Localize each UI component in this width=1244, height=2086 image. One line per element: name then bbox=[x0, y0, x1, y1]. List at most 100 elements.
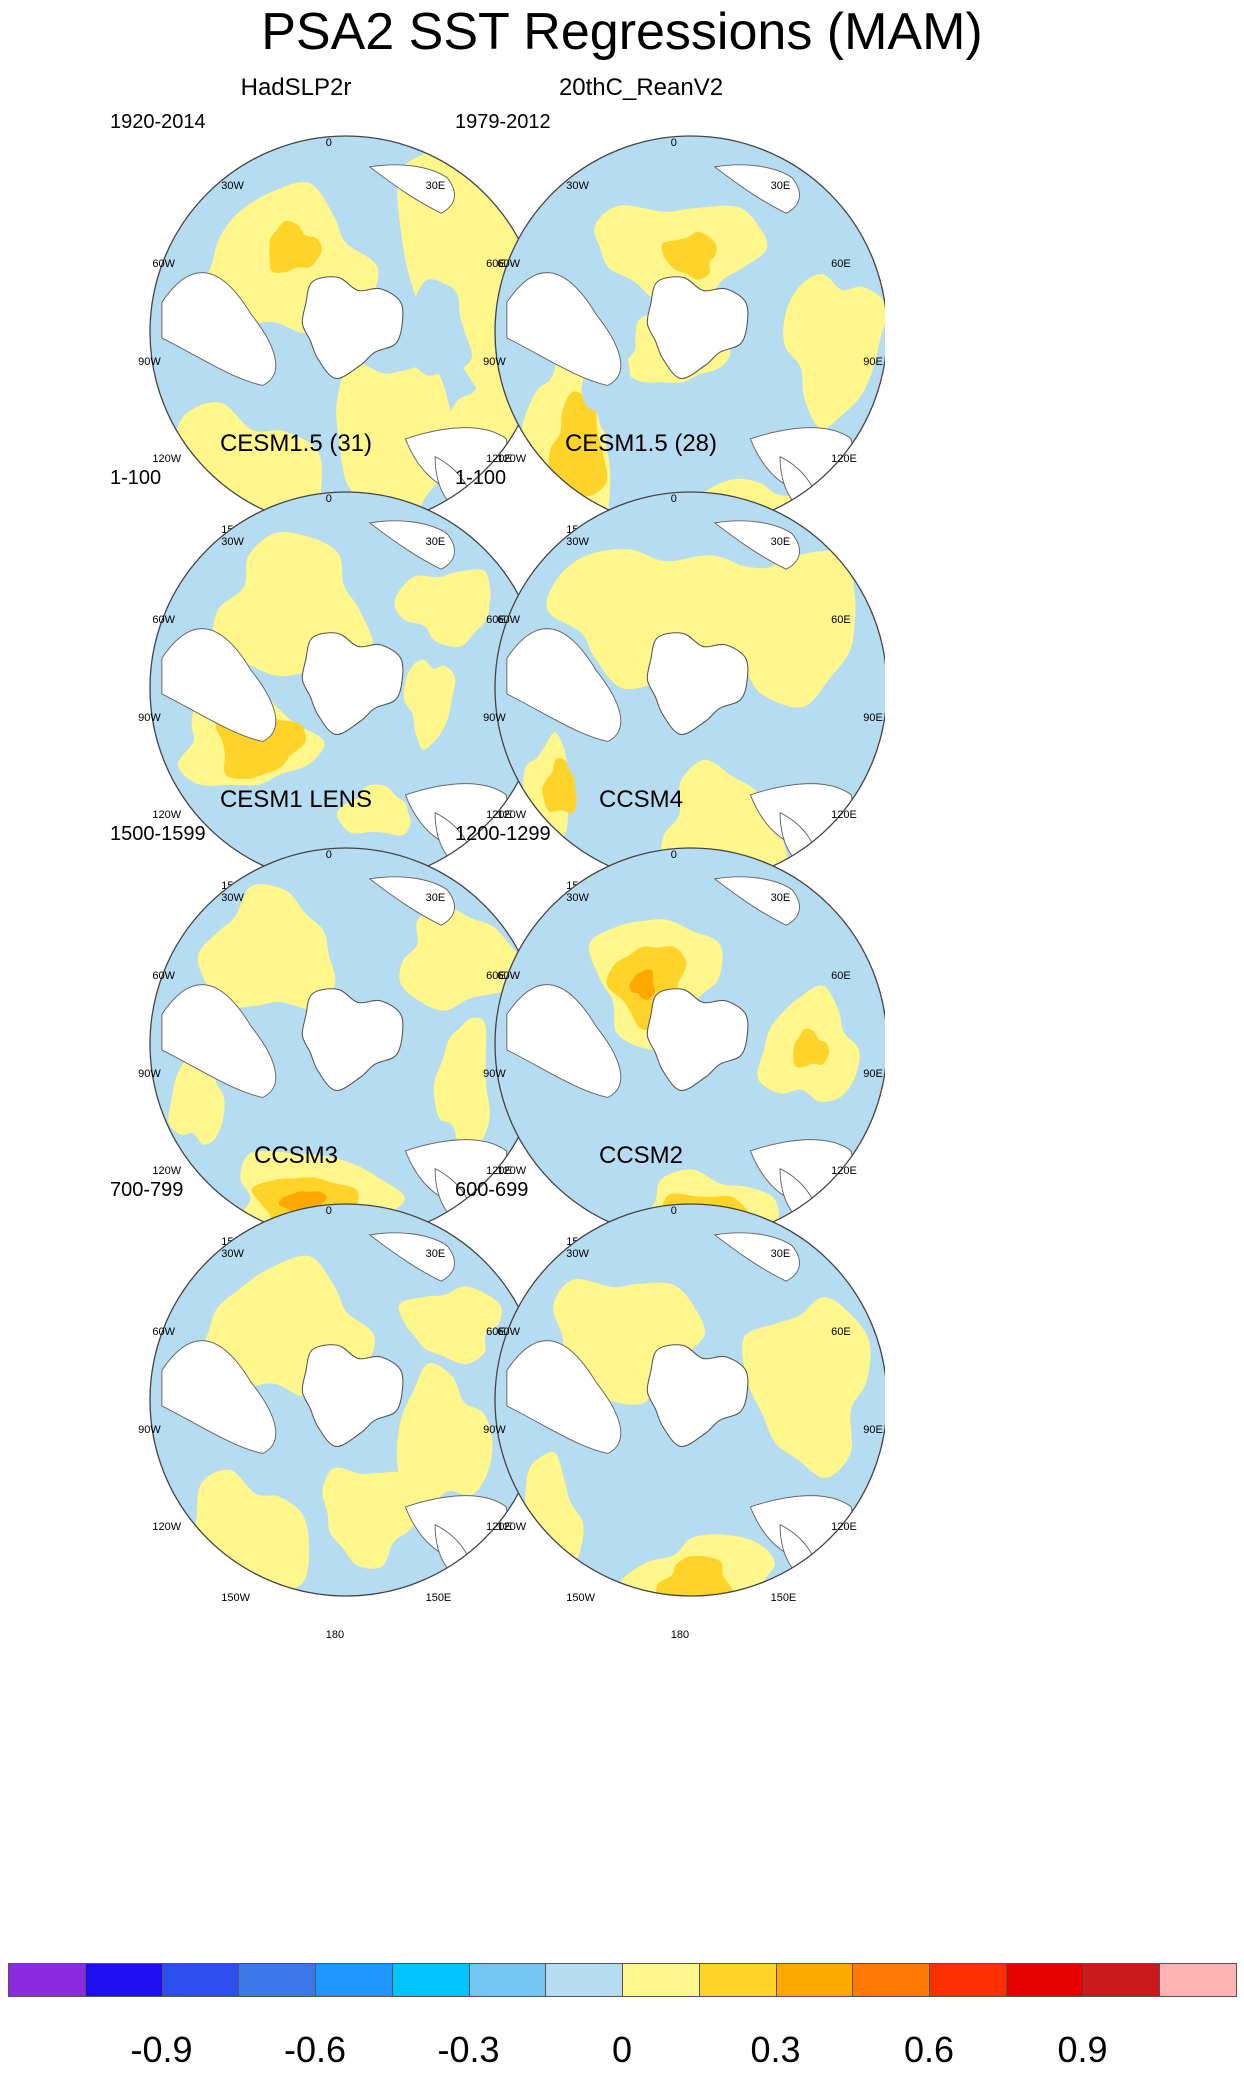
longitude-label: 90E bbox=[863, 1423, 883, 1436]
colorbar-tick-label: 0.9 bbox=[1057, 2029, 1108, 2070]
land-mask bbox=[368, 520, 455, 570]
panel-title: CESM1.5 (31) bbox=[219, 430, 373, 457]
colorbar-segment bbox=[545, 1963, 623, 1997]
colorbar-segment bbox=[468, 1963, 547, 1997]
longitude-label: 120E bbox=[831, 1165, 857, 1178]
longitude-label: 150E bbox=[425, 1592, 452, 1605]
field-contour bbox=[398, 1286, 502, 1365]
longitude-label: 60E bbox=[486, 614, 506, 627]
colorbar-tick-label: 0.6 bbox=[903, 2029, 955, 2070]
field-contour bbox=[394, 569, 491, 648]
colorbar-segment bbox=[1159, 1963, 1237, 1997]
longitude-label: 60E bbox=[831, 614, 851, 627]
longitude-label: 30W bbox=[566, 179, 589, 192]
longitude-label: 0 bbox=[670, 137, 677, 150]
panel-period: 600-699 bbox=[455, 1179, 529, 1201]
longitude-label: 30E bbox=[425, 535, 446, 548]
colorbar-segment bbox=[852, 1963, 930, 1997]
panel-title: CCSM3 bbox=[253, 1142, 338, 1169]
panel-period: 1920-2014 bbox=[110, 111, 206, 133]
antarctica bbox=[646, 988, 749, 1091]
longitude-label: 60W bbox=[497, 614, 520, 627]
panel-period: 1-100 bbox=[455, 467, 507, 489]
colorbar-segment bbox=[1005, 1963, 1084, 1997]
land-mask bbox=[506, 1340, 622, 1454]
polar-map bbox=[494, 847, 885, 1241]
field-contour bbox=[269, 220, 322, 273]
longitude-label: 90E bbox=[863, 711, 883, 724]
longitude-label: 30W bbox=[221, 179, 244, 192]
antarctica bbox=[301, 988, 404, 1091]
antarctica bbox=[301, 632, 404, 735]
colorbar-segment bbox=[315, 1963, 393, 1997]
antarctica bbox=[646, 1344, 749, 1447]
longitude-label: 180 bbox=[325, 1629, 345, 1642]
panel-title: CESM1 LENS bbox=[219, 786, 373, 813]
longitude-label: 30E bbox=[770, 1247, 791, 1260]
field-contour bbox=[793, 1028, 830, 1068]
longitude-label: 30W bbox=[566, 535, 589, 548]
panel-title: CCSM2 bbox=[598, 1142, 683, 1169]
polar-map bbox=[149, 847, 540, 1241]
longitude-label: 90W bbox=[483, 1423, 506, 1436]
panel-period: 1-100 bbox=[110, 467, 162, 489]
longitude-label: 120E bbox=[831, 1521, 857, 1534]
land-mask bbox=[713, 164, 800, 214]
longitude-label: 0 bbox=[325, 849, 332, 862]
panel-title: CESM1.5 (28) bbox=[564, 430, 718, 457]
longitude-label: 30E bbox=[770, 891, 791, 904]
colorbar-segment bbox=[238, 1963, 316, 1997]
colorbar-tick-label: 0 bbox=[611, 2029, 633, 2070]
map-panel: CESM1.5 (28)1-100030E60E90E120E150E18015… bbox=[425, 430, 885, 929]
panel-title: CCSM4 bbox=[598, 786, 683, 813]
polar-map bbox=[494, 491, 885, 885]
longitude-label: 60W bbox=[152, 970, 175, 983]
polar-map bbox=[494, 1203, 885, 1597]
colorbar-segment bbox=[698, 1963, 777, 1997]
longitude-label: 60W bbox=[152, 258, 175, 271]
longitude-label: 60E bbox=[486, 970, 506, 983]
colorbar-segment bbox=[391, 1963, 470, 1997]
colorbar-tick-label: -0.9 bbox=[130, 2029, 193, 2070]
colorbar-segment bbox=[84, 1963, 163, 1997]
colorbar-tick-label: -0.3 bbox=[437, 2029, 500, 2070]
longitude-label: 30E bbox=[770, 535, 791, 548]
field-contour bbox=[396, 1363, 493, 1507]
longitude-label: 120W bbox=[152, 1521, 182, 1534]
longitude-label: 90W bbox=[483, 1067, 506, 1080]
land-mask bbox=[713, 876, 800, 926]
field-contour bbox=[587, 749, 677, 819]
longitude-label: 120W bbox=[152, 1165, 182, 1178]
longitude-label: 150E bbox=[770, 1592, 797, 1605]
field-contour bbox=[688, 550, 856, 708]
longitude-label: 30E bbox=[425, 1247, 446, 1260]
field-contour bbox=[605, 1468, 651, 1532]
longitude-label: 60W bbox=[152, 614, 175, 627]
longitude-label: 60E bbox=[486, 1326, 506, 1339]
colorbar-segment bbox=[929, 1963, 1007, 1997]
field-contour bbox=[403, 659, 456, 750]
longitude-label: 0 bbox=[670, 1205, 677, 1218]
longitude-label: 120E bbox=[831, 809, 857, 822]
longitude-label: 60E bbox=[831, 970, 851, 983]
land-mask bbox=[161, 1340, 277, 1454]
field-contour bbox=[629, 969, 656, 1000]
field-contour bbox=[553, 1279, 706, 1405]
longitude-label: 30W bbox=[221, 535, 244, 548]
antarctica bbox=[301, 276, 404, 379]
longitude-label: 0 bbox=[325, 493, 332, 506]
colorbar-segment bbox=[1082, 1963, 1161, 1997]
panel-period: 700-799 bbox=[110, 1179, 184, 1201]
land-mask bbox=[368, 876, 455, 926]
field-contour bbox=[832, 673, 871, 758]
longitude-label: 90W bbox=[138, 711, 161, 724]
longitude-label: 120W bbox=[497, 809, 527, 822]
longitude-label: 120W bbox=[497, 1521, 527, 1534]
longitude-label: 30E bbox=[770, 179, 791, 192]
field-contour bbox=[548, 391, 608, 500]
chart-title: PSA2 SST Regressions (MAM) bbox=[261, 3, 983, 61]
longitude-label: 0 bbox=[325, 1205, 332, 1218]
longitude-label: 120W bbox=[497, 1165, 527, 1178]
longitude-label: 120E bbox=[486, 1521, 512, 1534]
map-panel: CCSM2 600-699 0 30E 60E 90E 120E 150E 180 150W 120… bbox=[425, 1142, 885, 1641]
